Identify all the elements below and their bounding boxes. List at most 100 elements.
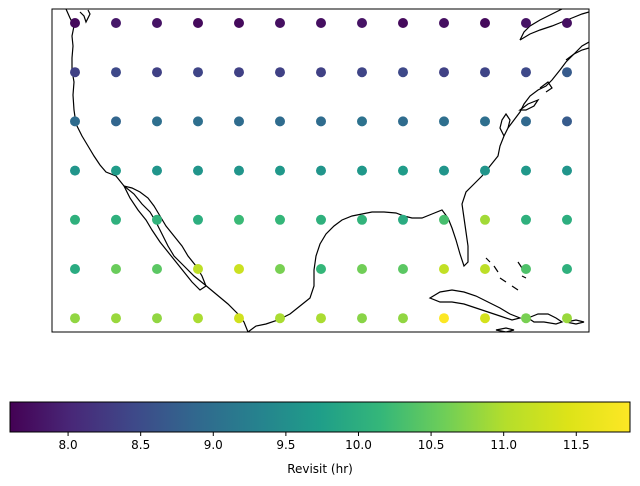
revisit-point (275, 313, 285, 324)
colorbar-tick-label: 9.5 (276, 438, 295, 452)
revisit-point (275, 116, 285, 127)
revisit-point (562, 313, 572, 324)
revisit-point (193, 264, 203, 274)
revisit-point (357, 18, 367, 28)
revisit-point (152, 67, 162, 78)
map-frame (51, 8, 590, 333)
puerto-rico (565, 319, 585, 325)
north-atlantic-coast (519, 11, 589, 41)
cape-cod (539, 81, 553, 93)
revisit-point (70, 313, 80, 324)
revisit-point (152, 165, 162, 176)
revisit-point (398, 165, 408, 176)
revisit-point (152, 313, 162, 324)
revisit-point (439, 264, 449, 274)
puget-sound (79, 9, 91, 24)
revisit-point (357, 264, 367, 274)
map-axes (51, 8, 590, 333)
revisit-point (111, 116, 121, 127)
revisit-point (521, 264, 531, 274)
colorbar-tick-label: 10.0 (345, 438, 372, 452)
revisit-points (70, 18, 572, 324)
revisit-point (357, 214, 367, 225)
pacific-coastline (65, 9, 249, 332)
baja-california (122, 185, 207, 291)
revisit-point (398, 116, 408, 127)
revisit-point (398, 18, 408, 28)
revisit-point (193, 18, 203, 28)
colorbar-label: Revisit (hr) (287, 462, 353, 476)
revisit-point (316, 214, 326, 225)
colorbar-tick-label: 10.5 (418, 438, 445, 452)
revisit-point (152, 214, 162, 225)
gulf-and-atlantic-coastline (247, 41, 589, 332)
colorbar-tick-label: 11.5 (563, 438, 590, 452)
revisit-point (521, 214, 531, 225)
revisit-point (480, 116, 490, 127)
revisit-point (193, 116, 203, 127)
revisit-point (234, 67, 244, 78)
bahamas (485, 257, 527, 291)
revisit-point (275, 165, 285, 176)
revisit-point (193, 165, 203, 176)
colorbar-tick-label: 11.0 (490, 438, 517, 452)
revisit-point (70, 214, 80, 225)
revisit-point (234, 18, 244, 28)
revisit-point (398, 264, 408, 274)
revisit-point (70, 67, 80, 78)
revisit-point (562, 116, 572, 127)
nova-scotia (565, 47, 589, 61)
revisit-point (562, 67, 572, 78)
colorbar-tick-label: 8.5 (131, 438, 150, 452)
revisit-point (275, 18, 285, 28)
revisit-point (275, 67, 285, 78)
revisit-point (316, 165, 326, 176)
colorbar-frame (9, 401, 631, 433)
hispaniola (526, 313, 564, 325)
revisit-point (152, 116, 162, 127)
revisit-point (111, 165, 121, 176)
revisit-point (111, 67, 121, 78)
revisit-point (275, 214, 285, 225)
revisit-point (193, 214, 203, 225)
revisit-point (316, 18, 326, 28)
revisit-point (480, 214, 490, 225)
revisit-point (275, 264, 285, 274)
revisit-point (70, 116, 80, 127)
revisit-point (316, 67, 326, 78)
revisit-point (521, 313, 531, 324)
revisit-point (439, 67, 449, 78)
revisit-point (480, 264, 490, 274)
revisit-point (480, 18, 490, 28)
revisit-point (480, 165, 490, 176)
revisit-point (398, 214, 408, 225)
colorbar-gradient (10, 402, 630, 432)
revisit-point (70, 165, 80, 176)
revisit-point (357, 313, 367, 324)
revisit-point (234, 264, 244, 274)
coastlines (65, 9, 589, 332)
jamaica (495, 327, 515, 332)
revisit-point (562, 214, 572, 225)
revisit-point (193, 67, 203, 78)
revisit-point (439, 313, 449, 324)
saint-lawrence (519, 9, 563, 41)
revisit-point (562, 165, 572, 176)
revisit-point (439, 18, 449, 28)
revisit-point (357, 116, 367, 127)
revisit-point (70, 18, 80, 28)
revisit-point (562, 264, 572, 274)
revisit-point (439, 214, 449, 225)
revisit-point (521, 116, 531, 127)
revisit-point (562, 18, 572, 28)
revisit-point (111, 264, 121, 274)
revisit-point (234, 214, 244, 225)
revisit-point (152, 264, 162, 274)
revisit-point (316, 264, 326, 274)
revisit-point (480, 313, 490, 324)
revisit-point (439, 165, 449, 176)
revisit-point (521, 67, 531, 78)
revisit-point (398, 67, 408, 78)
revisit-point (111, 313, 121, 324)
